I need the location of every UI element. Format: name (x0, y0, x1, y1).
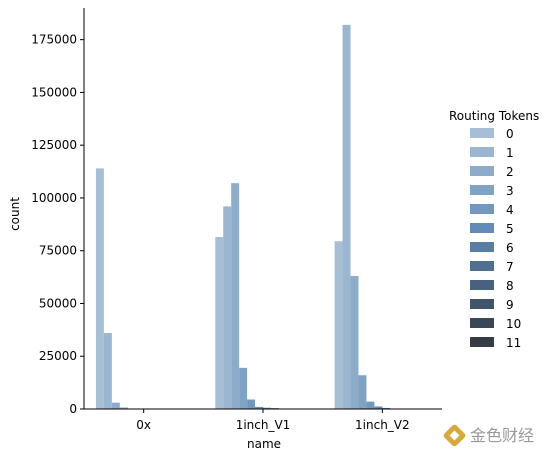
legend-label-5: 5 (506, 222, 514, 236)
bar-2-0x (111, 402, 120, 409)
legend-swatch-8 (470, 280, 494, 290)
legend-swatch-9 (470, 299, 494, 309)
watermark-text: 金色财经 (470, 426, 534, 445)
y-tick-label: 100000 (31, 191, 77, 205)
y-tick-label: 150000 (31, 85, 77, 99)
x-tick-label: 0x (136, 418, 151, 432)
y-tick-label: 125000 (31, 138, 77, 152)
legend-swatch-0 (470, 128, 494, 138)
watermark: 金色财经 (443, 424, 534, 447)
axes-layer: 0 25000 50000 75000 100000 125000 150000 175000… (31, 8, 442, 432)
bar-3-0x (119, 407, 128, 409)
legend-swatch-7 (470, 261, 494, 271)
legend-label-2: 2 (506, 165, 514, 179)
legend-label-6: 6 (506, 241, 514, 255)
bars-layer (95, 24, 431, 409)
legend: Routing Tokens 0 1 2 3 4 5 6 7 8 9 10 11 (449, 109, 539, 350)
legend-label-4: 4 (506, 203, 514, 217)
x-tick-label: 1inch_V1 (236, 418, 291, 432)
y-tick-label: 50000 (39, 296, 77, 310)
legend-swatch-3 (470, 185, 494, 195)
legend-label-10: 10 (506, 317, 521, 331)
y-tick-label: 25000 (39, 349, 77, 363)
bar-4-1inch_V2 (366, 401, 375, 409)
legend-label-7: 7 (506, 260, 514, 274)
bar-6-1inch_V1 (263, 407, 271, 409)
legend-swatch-6 (470, 242, 494, 252)
legend-label-1: 1 (506, 146, 514, 160)
legend-swatch-11 (470, 337, 494, 347)
x-tick-label: 1inch_V2 (355, 418, 410, 432)
y-tick-label: 0 (69, 402, 77, 416)
legend-label-9: 9 (506, 298, 514, 312)
y-axis-label: count (8, 197, 22, 231)
legend-swatch-4 (470, 204, 494, 214)
bar-1-1inch_V2 (342, 24, 351, 409)
bar-2-1inch_V1 (231, 183, 240, 409)
bar-1-1inch_V1 (223, 206, 232, 409)
x-axis-label: name (247, 437, 281, 451)
y-tick-label: 175000 (31, 33, 77, 47)
legend-title: Routing Tokens (449, 109, 539, 123)
legend-label-11: 11 (506, 336, 521, 350)
legend-swatch-5 (470, 223, 494, 233)
legend-swatch-2 (470, 166, 494, 176)
bar-0-1inch_V1 (215, 236, 224, 409)
bar-5-1inch_V1 (255, 406, 263, 409)
legend-label-3: 3 (506, 184, 514, 198)
bar-2-1inch_V2 (350, 276, 359, 409)
legend-label-8: 8 (506, 279, 514, 293)
bar-4-1inch_V1 (247, 399, 256, 409)
bar-3-1inch_V2 (358, 375, 367, 409)
bar-6-1inch_V2 (382, 407, 391, 409)
bar-0-0x (95, 168, 104, 409)
legend-label-0: 0 (506, 127, 514, 141)
bar-3-1inch_V1 (239, 367, 248, 409)
bar-5-1inch_V2 (374, 406, 383, 409)
legend-swatch-10 (470, 318, 494, 328)
bar-0-1inch_V2 (334, 241, 343, 409)
y-tick-label: 75000 (39, 244, 77, 258)
bar-1-0x (103, 333, 112, 409)
legend-swatch-1 (470, 147, 494, 157)
